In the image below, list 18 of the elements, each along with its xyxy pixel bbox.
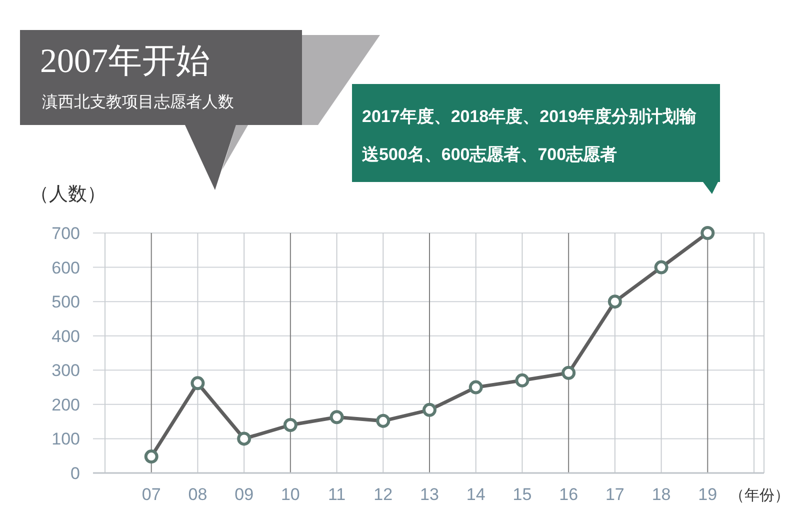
- text: 2017年度、2018年度、2019年度分别计划输送500名、600志愿者、700志愿者: [352, 84, 720, 182]
- point: [283, 418, 298, 432]
- point: [422, 402, 436, 417]
- point: [608, 294, 622, 309]
- point: [654, 260, 668, 274]
- point: [700, 226, 715, 240]
- point: [237, 432, 252, 446]
- point: [330, 410, 344, 424]
- point: [468, 380, 483, 394]
- point: [515, 373, 530, 388]
- ylabel: （人数）: [30, 184, 106, 205]
- point: [376, 414, 390, 428]
- chart-subtitle: 滇西北支教项目志愿者人数: [42, 92, 234, 113]
- point: [190, 376, 205, 390]
- point: [562, 366, 576, 380]
- point: [144, 450, 158, 464]
- chart-title: 2007年开始: [40, 42, 210, 82]
- xlabel: （年份）: [730, 487, 790, 504]
